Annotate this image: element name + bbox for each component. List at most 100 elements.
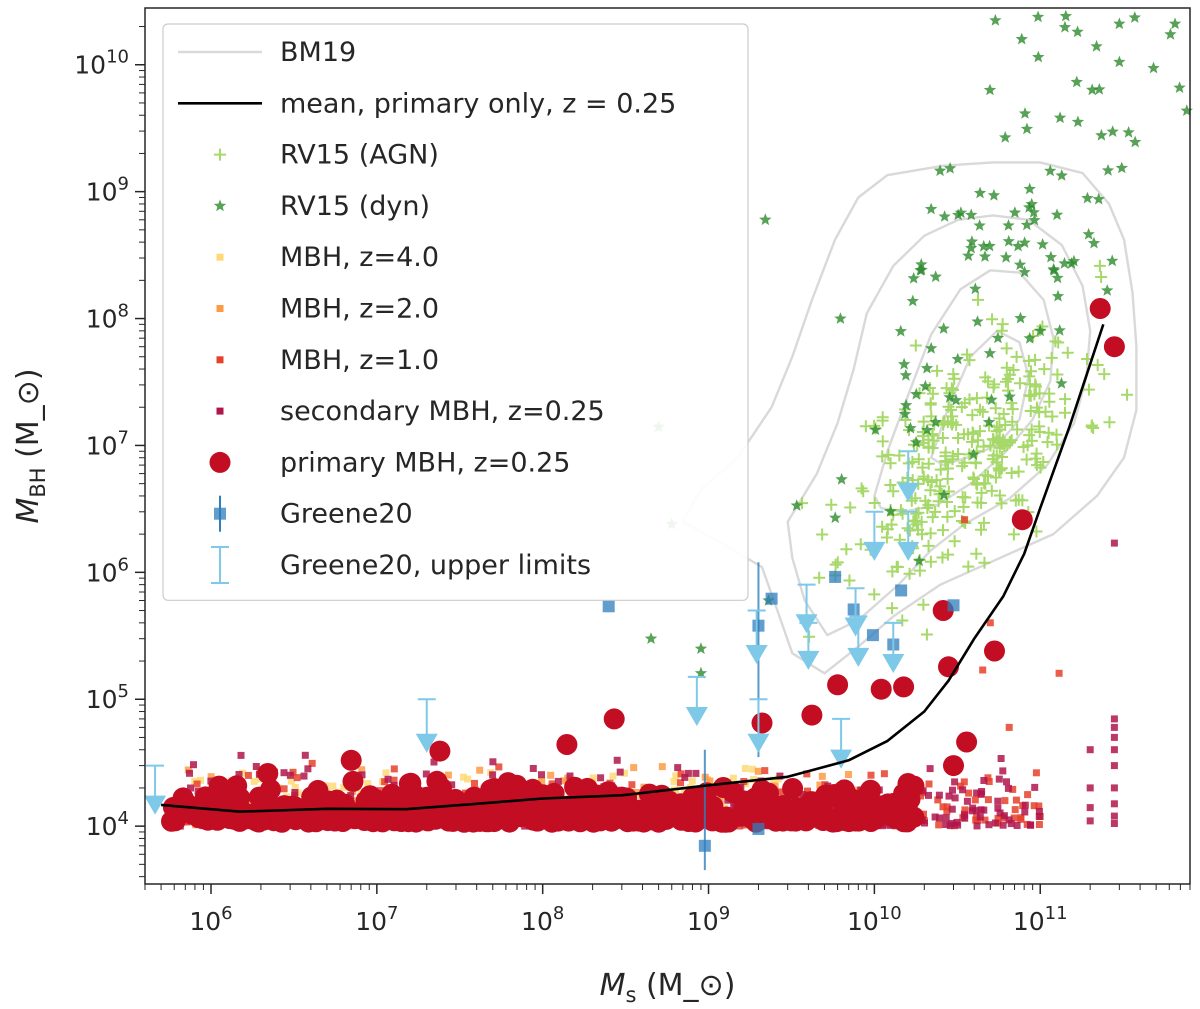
mbh-z1-point	[293, 774, 301, 782]
primary-mbh-point	[556, 734, 578, 755]
rv15-dyn-point	[1180, 104, 1193, 116]
rv15-agn-point	[1087, 422, 1100, 435]
mbh-z4-point	[749, 765, 757, 773]
mean-line	[160, 323, 1105, 813]
primary-mbh-point	[801, 704, 823, 726]
legend-label: primary MBH, z=0.25	[280, 447, 570, 478]
legend-item: Greene20	[214, 495, 413, 532]
mbh-z1-point	[1001, 797, 1009, 805]
legend-square-swatch	[216, 407, 224, 415]
primary-mbh-point	[194, 808, 216, 830]
rv15-dyn-point	[954, 206, 968, 219]
legend-item: mean, primary only, z = 0.25	[178, 88, 676, 119]
rv15-agn-point	[1030, 401, 1043, 414]
secondary-mbh-point	[1110, 812, 1118, 820]
bm19-contours	[681, 161, 1138, 675]
rv15-dyn-point	[1051, 289, 1065, 302]
primary-mbh-point	[984, 640, 1005, 662]
rv15-dyn-point	[1092, 192, 1105, 205]
mbh-z1-point	[957, 782, 965, 790]
rv15-dyn-point	[925, 341, 938, 354]
rv15-agn-point	[917, 598, 930, 611]
rv15-agn-point	[926, 511, 939, 524]
greene20-point	[829, 570, 842, 583]
rv15-dyn-point	[1058, 257, 1071, 269]
rv15-agn-point	[886, 602, 899, 615]
legend-label: secondary MBH, z=0.25	[280, 396, 605, 427]
mbh-z1-point	[985, 778, 993, 785]
rv15-agn-point	[997, 408, 1010, 421]
rv15-dyn-point	[929, 270, 942, 283]
mbh-z4-point	[741, 765, 749, 772]
secondary-mbh-point	[1110, 820, 1118, 827]
rv15-dyn-point	[1129, 135, 1142, 148]
mbh-z2-point	[845, 771, 852, 778]
primary-mbh-point	[542, 800, 564, 822]
rv15-agn-point	[1037, 456, 1050, 469]
mbh-z1-point	[971, 796, 979, 804]
mbh-z2-point	[560, 777, 568, 785]
mbh-z1-point	[495, 763, 503, 771]
rv15-agn-point	[999, 418, 1012, 431]
mbh-z2-point	[706, 777, 714, 785]
rv15-dyn-point	[834, 312, 847, 324]
rv15-dyn-point	[1082, 227, 1095, 240]
rv15-dyn-point	[1122, 126, 1135, 138]
rv15-agn-point	[1029, 353, 1042, 366]
primary-mbh-point	[642, 791, 664, 813]
greene20-point	[866, 629, 879, 642]
secondary-mbh-point	[448, 781, 456, 789]
secondary-mbh-point	[926, 765, 934, 773]
mbh-z4-point	[589, 774, 597, 782]
rv15-dyn-point	[1067, 254, 1081, 267]
rv15-dyn-point	[1023, 331, 1036, 344]
secondary-mbh-point	[799, 791, 807, 798]
rv15-dyn-point	[969, 282, 982, 295]
rv15-dyn-point	[943, 161, 957, 174]
rv15-dyn-point	[835, 472, 848, 485]
secondary-mbh-point	[692, 769, 700, 777]
rv15-agn-point	[1033, 420, 1046, 433]
primary-mbh-point	[621, 804, 643, 826]
rv15-agn-point	[1050, 438, 1063, 451]
mbh-z4-point	[382, 769, 390, 777]
mbh-z1-point	[939, 803, 947, 811]
mbh-z1-point	[1012, 796, 1020, 804]
mean-primary-line	[160, 323, 1105, 813]
legend-label: mean, primary only, z = 0.25	[280, 88, 676, 119]
rv15-agn-point	[910, 507, 923, 520]
primary-mbh-point	[751, 712, 773, 734]
legend-label: RV15 (dyn)	[280, 191, 430, 222]
rv15-agn-point	[990, 449, 1003, 462]
legend-box	[162, 23, 749, 601]
primary-mbh-point	[354, 810, 375, 831]
rv15-dyn-point	[1036, 237, 1049, 250]
rv15-dyn-point	[1025, 197, 1038, 210]
rv15-agn-point	[868, 588, 881, 601]
mbh-z1-point	[1005, 723, 1013, 731]
rv15-agn-point	[1024, 365, 1037, 378]
mbh-z1-point	[981, 816, 989, 824]
mbh-z4-point	[250, 777, 258, 785]
mbh-z4-point	[672, 772, 680, 780]
mbh-z1-point	[677, 779, 684, 787]
secondary-mbh-point	[951, 794, 959, 802]
mbh-z1-point	[1032, 769, 1040, 777]
rv15-agn-point	[952, 448, 965, 461]
legend-label: RV15 (AGN)	[280, 140, 439, 171]
legend-label: MBH, z=4.0	[280, 242, 439, 273]
secondary-mbh-point	[1110, 715, 1118, 723]
secondary-mbh-point	[1007, 820, 1015, 828]
rv15-agn-point	[1023, 429, 1036, 442]
rv15-agn-point	[971, 478, 984, 491]
secondary-mbh-point	[1110, 723, 1118, 731]
rv15-dyn-point	[920, 361, 934, 374]
secondary-mbh-point	[935, 791, 943, 799]
legend-label: Greene20	[280, 499, 413, 530]
mbh-z4-point	[197, 776, 204, 784]
rv15-agn-point	[1003, 368, 1016, 381]
secondary-mbh-point	[980, 777, 988, 784]
primary-mbh-point	[478, 811, 500, 833]
rv15-dyn-point	[985, 393, 998, 406]
